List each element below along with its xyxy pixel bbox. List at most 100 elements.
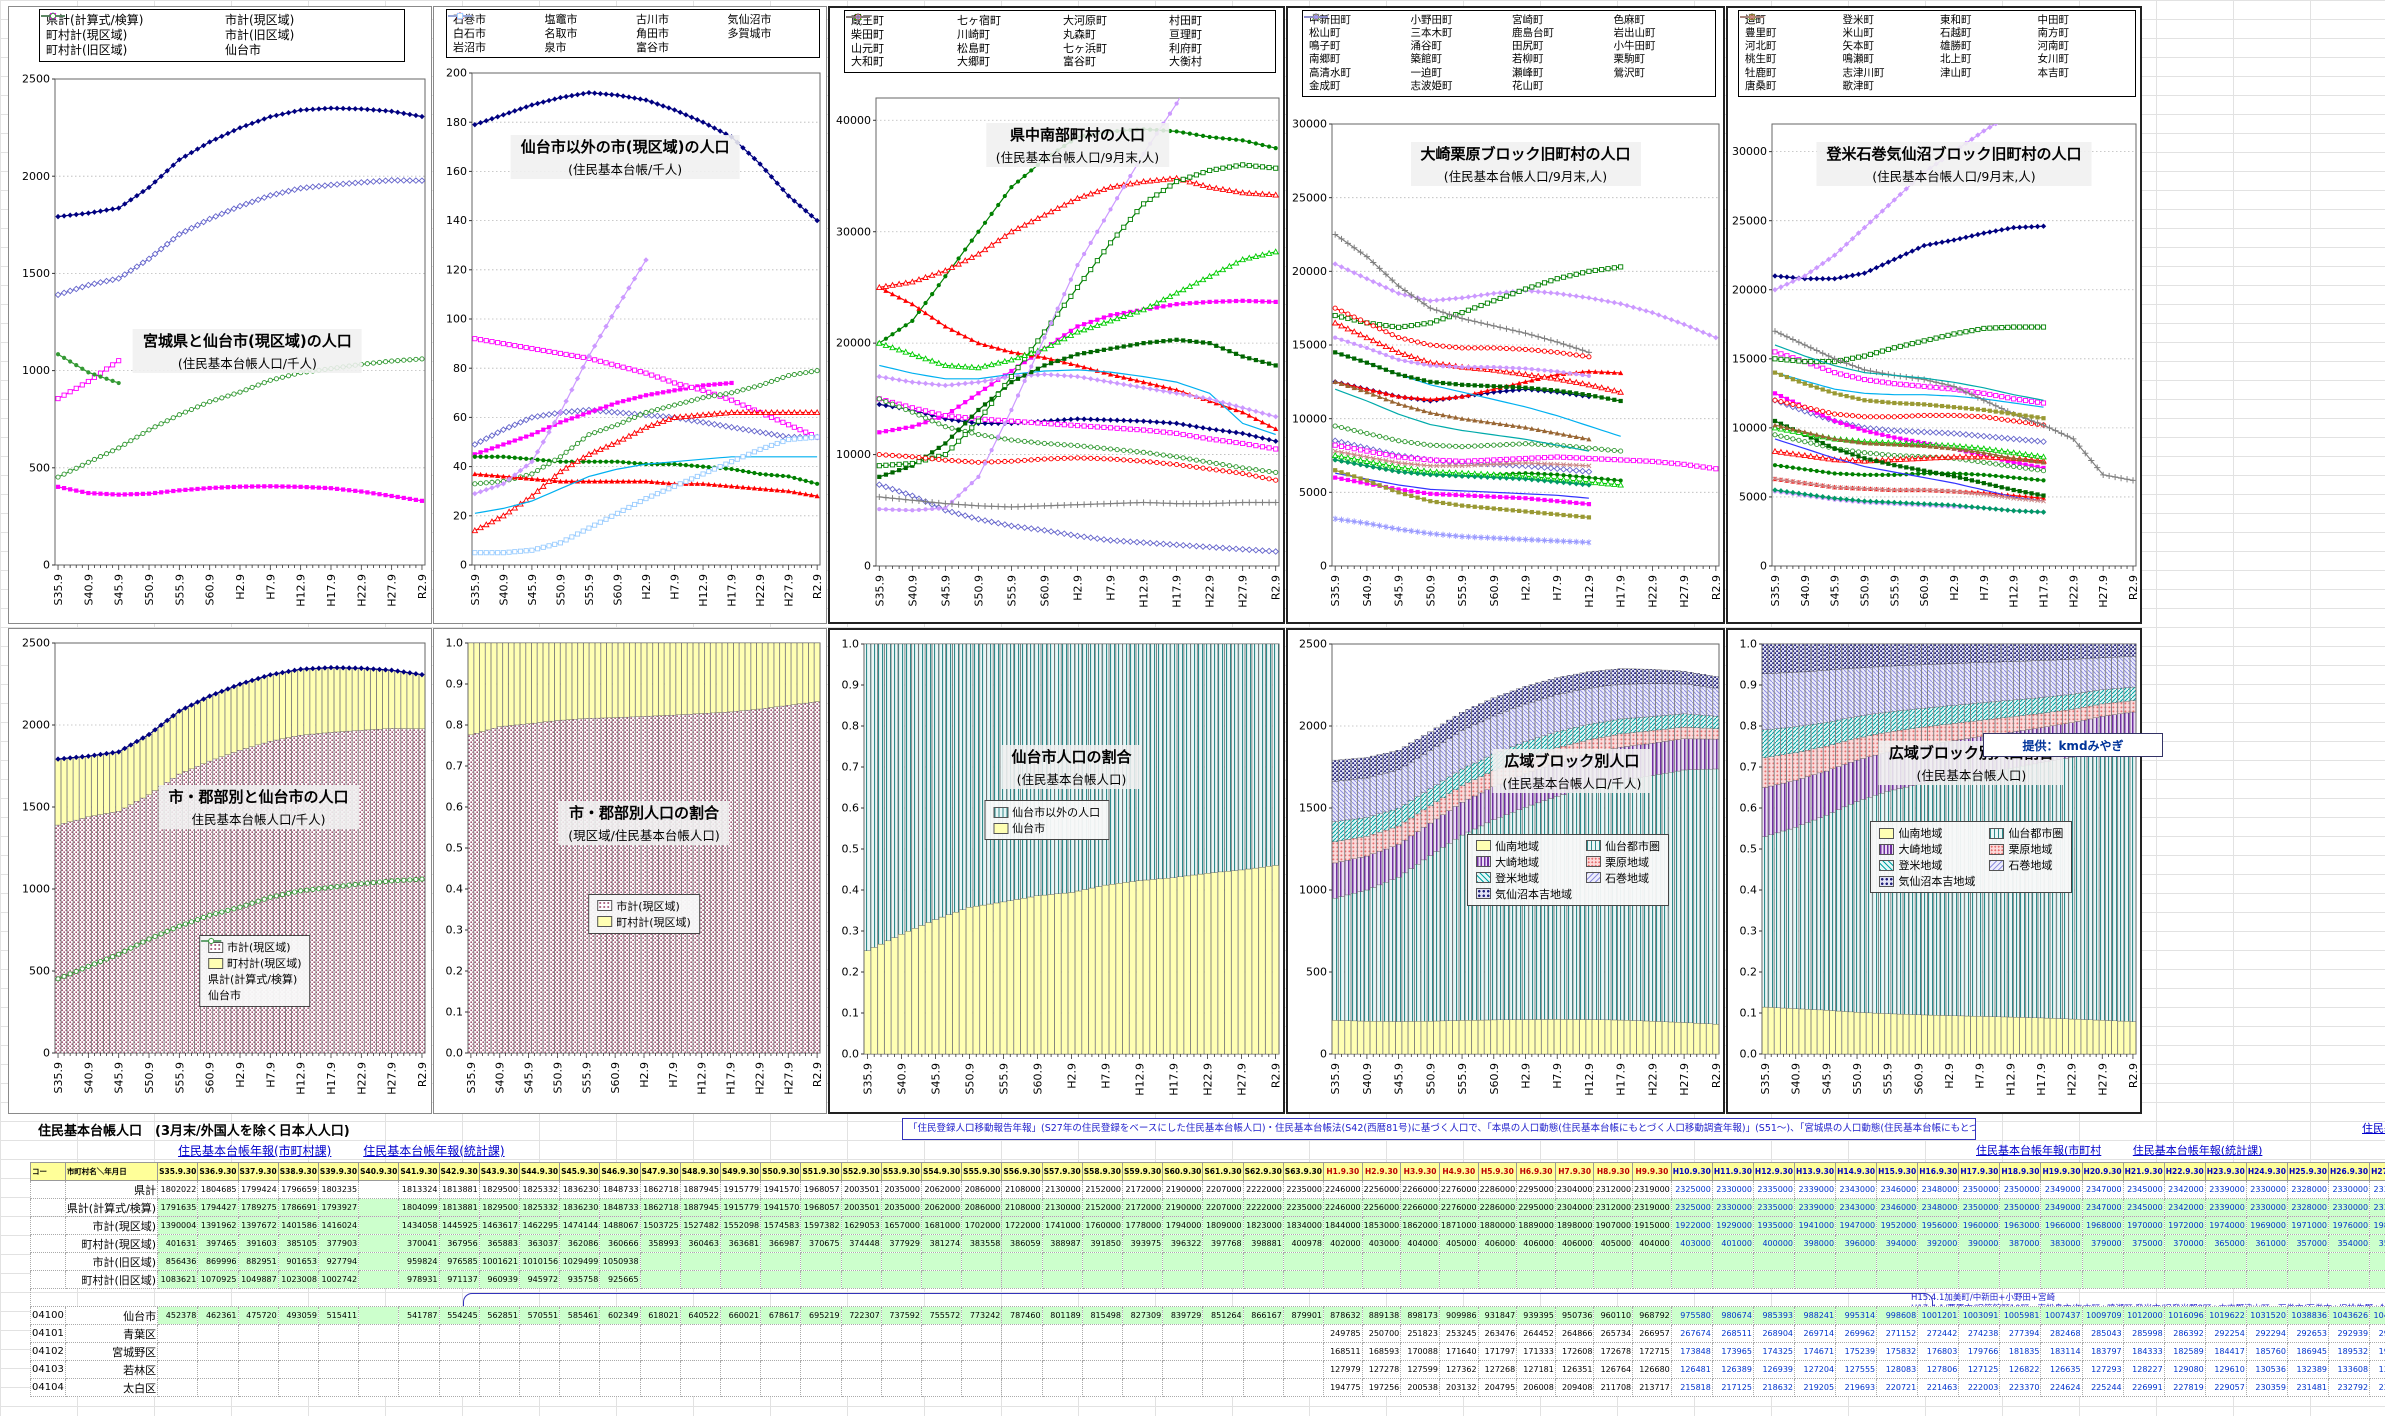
cell-value: 126481 (1670, 1360, 1713, 1379)
legend-item: 登米町 (1740, 13, 1935, 27)
cell-code: 04102 (30, 1342, 66, 1361)
cell-value: 1823000 (1242, 1216, 1284, 1235)
cell-value (760, 1324, 802, 1343)
cell-value: 360463 (679, 1234, 721, 1253)
cell-value (317, 1324, 360, 1343)
merger-annotation: S42.3.23稲井町石巻市に編入S62.11.1宮城町仙台市編入 S63.3.… (463, 1293, 1933, 1306)
cell-value: 293663 (2369, 1324, 2385, 1343)
cell-value: 354000 (2328, 1234, 2371, 1253)
cell-value: 1503725 (639, 1216, 681, 1235)
legend-item: 矢本町 (1740, 13, 1935, 53)
cell-value (1202, 1342, 1244, 1361)
cell-value (1081, 1342, 1123, 1361)
table-row: 市計(旧区域) 856436 869996 882951 901653 927794 959… (30, 1252, 2385, 1271)
chart-title: 市・郡部別と仙台市の人口 住民基本台帳人口/千人) (158, 785, 359, 829)
cell-value: 1963000 (1999, 1216, 2042, 1235)
cell-value (1477, 1270, 1518, 1289)
cell-value: 194775 (1323, 1378, 1363, 1397)
cell-value: 172678 (1593, 1342, 1634, 1361)
cell-value: 2276000 (1438, 1198, 1479, 1217)
chart-legend: 蔵王町 七ヶ宿町 大河原町 村田町 柴田町 川崎町 丸森町 亘理町 山元町 松島町 七ヶ浜町 利府町大… (844, 10, 1276, 73)
cell-value (1162, 1360, 1204, 1379)
cell-value: 1929000 (1711, 1216, 1754, 1235)
legend-item: 本吉町 (1740, 14, 2130, 80)
cell-value (1361, 1252, 1402, 1271)
cell-value: 2207000 (1202, 1198, 1244, 1217)
cell-value: 1786691 (277, 1198, 319, 1217)
cell-value: 787460 (1001, 1306, 1043, 1325)
cell-value: 475720 (237, 1306, 279, 1325)
svg-text:S45.9: S45.9 (113, 574, 126, 605)
svg-text:H27.9: H27.9 (2097, 575, 2110, 608)
legend-item: 市計(旧区域) (41, 12, 398, 43)
header-date: S49.9.30 (719, 1162, 762, 1181)
svg-text:2000: 2000 (22, 719, 50, 732)
cell-value: 2190000 (1162, 1198, 1204, 1217)
cell-value (197, 1360, 239, 1379)
cell-value (358, 1360, 400, 1379)
header-date: H19.9.30 (2040, 1162, 2083, 1181)
svg-text:S60.9: S60.9 (1488, 575, 1501, 606)
cell-value: 401631 (157, 1234, 199, 1253)
svg-text:H22.9: H22.9 (2067, 575, 2080, 608)
cell-value: 405000 (1593, 1234, 1634, 1253)
cell-value: 126764 (1593, 1360, 1634, 1379)
chart-title: 広域ブロック別人口 (住民基本台帳人口/千人) (1492, 749, 1652, 794)
legend-item: 川崎町 (846, 13, 1057, 42)
cell-code: 04101 (30, 1324, 66, 1343)
legend-item: 女川町 (1740, 13, 2130, 66)
cell-value: 1836230 (559, 1198, 601, 1217)
legend-item: 松山町 (1304, 14, 1405, 40)
cell-value: 403000 (1670, 1234, 1713, 1253)
cell-value: 271152 (1876, 1324, 1919, 1343)
cell-value (961, 1360, 1003, 1379)
link-stats-annual-report-2[interactable]: 住民基本台帳年報(統計課) (2132, 1144, 2263, 1157)
link-municipal-annual-report[interactable]: 住民基本台帳年報(市町村課) (178, 1144, 332, 1158)
table-links: 住民基本台帳年報(市町村課) 住民基本台帳年報(統計課) (178, 1142, 533, 1159)
svg-text:H22.9: H22.9 (1646, 575, 1659, 608)
cell-value: 1796659 (277, 1180, 319, 1199)
cell-value (197, 1324, 239, 1343)
cell-value (1041, 1252, 1083, 1271)
chart-inner-legend: 仙南地域 仙台都市圏 大崎地域 栗原地域 登米地域 石巻地域 気仙沼本吉地域 (1467, 833, 1670, 906)
legend-item: 仙台市 (201, 937, 302, 1003)
header-date: H27.9.30 (2369, 1162, 2385, 1181)
population-table: コー 市町村名＼年月日 S35.9.30 S36.9.30 S37.9.30 S38.9.… (30, 1162, 2385, 1397)
chart-legend: 迫町 登米町 東和町 中田町 豊里町 米山町 石越町 南方町 河北町 矢本町 雄勝町 河南町 桃生町 鳴瀬… (1738, 10, 2136, 97)
cell-value (1001, 1252, 1043, 1271)
cell-value: 1972000 (2163, 1216, 2206, 1235)
cell-value (1793, 1270, 1837, 1289)
cell-value: 170088 (1400, 1342, 1440, 1361)
cell-value: 2330000 (2328, 1198, 2371, 1217)
legend-item: 県計(計算式/検算) (201, 937, 302, 987)
link-municipal-annual-report-2[interactable]: 住民基本台帳年報(市町村 (1976, 1144, 2102, 1157)
legend-item: 鹿島台町 (1304, 13, 1608, 40)
cell-value (1242, 1378, 1284, 1397)
cell-value: 452378 (157, 1306, 199, 1325)
cell-value (599, 1378, 641, 1397)
cell-value: 375000 (2122, 1234, 2165, 1253)
cell-value (920, 1360, 963, 1379)
legend-item: 小牛田町 (1304, 13, 1710, 53)
cell-value: 968792 (1632, 1306, 1672, 1325)
cell-name: 太白区 (64, 1378, 159, 1397)
legend-item: 志波姫町 (1304, 14, 1507, 93)
cell-value: 1825332 (518, 1198, 561, 1217)
cell-value: 1970000 (2122, 1216, 2165, 1235)
cell-value: 1794000 (1162, 1216, 1204, 1235)
cell-value: 1397672 (237, 1216, 279, 1235)
cell-value (1999, 1270, 2042, 1289)
cell-value: 2330000 (2328, 1180, 2371, 1199)
cell-value (2204, 1252, 2247, 1271)
cell-value (1516, 1270, 1556, 1289)
cell-value (1282, 1270, 1325, 1289)
cell-value: 370675 (800, 1234, 842, 1253)
cell-value (760, 1252, 802, 1271)
cell-value: 127362 (1438, 1360, 1479, 1379)
link-stats-annual-report[interactable]: 住民基本台帳年報(統計課) (363, 1144, 505, 1158)
cell-value (2245, 1270, 2288, 1289)
table-row: 県計(計算式/検算) 1791635 1794427 1789275 1786691 17… (30, 1198, 2385, 1217)
cell-value: 127806 (1917, 1360, 1960, 1379)
legend-item: 町村計(現区域) (41, 13, 219, 43)
cell-value (880, 1378, 922, 1397)
